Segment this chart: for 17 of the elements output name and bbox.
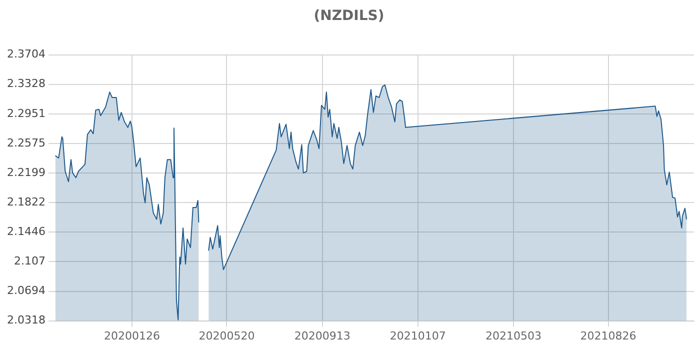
y-tick-label: 2.3704 xyxy=(6,48,46,61)
y-tick-label: 2.0318 xyxy=(6,314,46,327)
y-tick-label: 2.2575 xyxy=(6,136,46,150)
chart-title: (NZDILS) xyxy=(314,8,384,24)
y-tick-label: 2.2951 xyxy=(6,106,46,120)
y-tick-label: 2.3328 xyxy=(6,77,46,90)
x-tick-label: 20200913 xyxy=(294,329,350,342)
y-tick-label: 2.0694 xyxy=(6,284,46,298)
x-tick-label: 20210107 xyxy=(390,329,446,342)
x-tick-label: 20200126 xyxy=(104,329,160,342)
y-tick-label: 2.107 xyxy=(14,254,46,268)
x-tick-label: 20210503 xyxy=(486,329,542,342)
y-tick-label: 2.2199 xyxy=(6,166,46,179)
y-tick-label: 2.1822 xyxy=(6,196,46,209)
x-tick-label: 20210826 xyxy=(580,329,636,342)
x-tick-label: 20200520 xyxy=(198,329,255,342)
y-tick-label: 2.1446 xyxy=(6,225,46,238)
